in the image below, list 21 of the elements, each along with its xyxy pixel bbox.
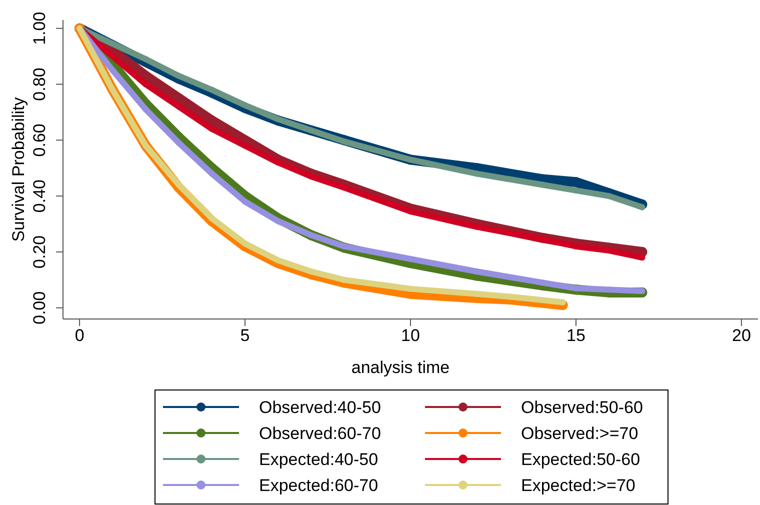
x-tick-label: 10	[401, 326, 420, 346]
x-tick-label: 15	[566, 326, 586, 346]
legend-label: Observed:40-50	[259, 398, 381, 417]
y-tick-label: 0.80	[30, 68, 49, 101]
y-tick-label: 1.00	[30, 12, 49, 45]
x-tick-label: 0	[74, 326, 84, 346]
legend-label: Expected:>=70	[521, 476, 636, 495]
x-tick-label: 5	[240, 326, 250, 346]
legend-label: Expected:60-70	[259, 476, 378, 495]
legend-label: Expected:50-60	[521, 450, 640, 469]
legend-label: Observed:60-70	[259, 424, 381, 443]
legend-label: Expected:40-50	[259, 450, 378, 469]
x-axis-title: analysis time	[351, 358, 450, 377]
y-axis-title: Survival Probability	[9, 96, 28, 242]
legend-label: Observed:>=70	[521, 424, 638, 443]
y-tick-label: 0.00	[30, 291, 49, 324]
y-tick-label: 0.60	[30, 124, 49, 157]
y-tick-label: 0.20	[30, 235, 49, 268]
x-tick-label: 20	[732, 326, 751, 346]
y-tick-label: 0.40	[30, 180, 49, 213]
legend-label: Observed:50-60	[521, 398, 643, 417]
